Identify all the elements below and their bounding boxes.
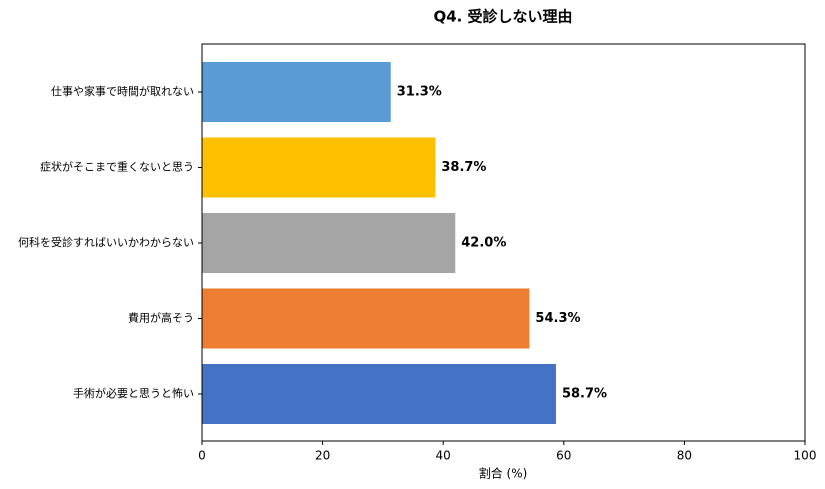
- y-tick-label: 費用が高そう: [128, 311, 194, 325]
- y-tick-label: 症状がそこまで重くないと思う: [40, 160, 194, 174]
- value-label: 42.0%: [461, 236, 506, 251]
- value-label: 38.7%: [441, 160, 486, 175]
- x-tick-label: 100: [794, 449, 817, 463]
- x-tick-label: 40: [436, 449, 451, 463]
- x-tick-label: 0: [198, 449, 206, 463]
- y-tick-label: 手術が必要と思うと怖い: [73, 386, 194, 400]
- bar: [202, 364, 556, 424]
- value-label: 58.7%: [562, 387, 607, 402]
- y-tick-label: 仕事や家事で時間が取れない: [51, 84, 194, 98]
- value-label: 54.3%: [535, 311, 580, 326]
- bar: [202, 62, 391, 122]
- plot-frame: [201, 43, 806, 442]
- x-tick-label: 20: [315, 449, 330, 463]
- chart-title: Q4. 受診しない理由: [433, 8, 572, 26]
- x-tick-label: 60: [556, 449, 571, 463]
- bar: [202, 288, 530, 349]
- x-axis-label: 割合 (%): [479, 466, 528, 481]
- bar: [202, 213, 456, 273]
- x-tick-label: 80: [677, 449, 692, 463]
- value-label: 31.3%: [397, 85, 442, 100]
- y-tick-label: 何科を受診すればいいかわからない: [18, 235, 194, 249]
- bar: [202, 137, 436, 198]
